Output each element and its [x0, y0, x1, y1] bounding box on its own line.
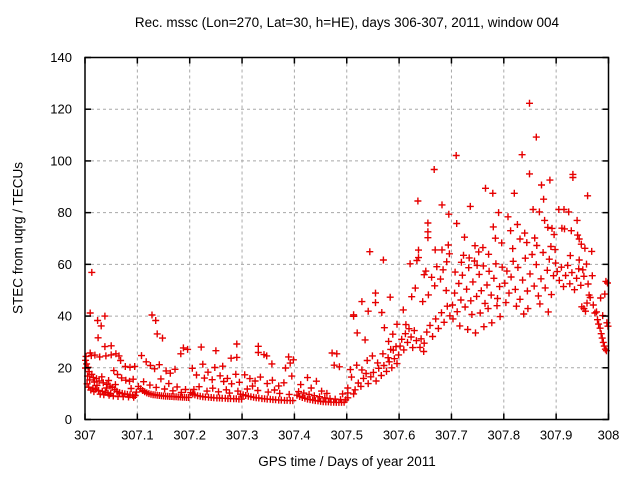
- y-tick-label: 20: [58, 360, 72, 375]
- x-axis-label: GPS time / Days of year 2011: [258, 454, 436, 469]
- data-points: [82, 99, 612, 406]
- x-tick-label: 307.8: [488, 428, 521, 443]
- x-tick-label: 307.1: [121, 428, 154, 443]
- y-tick-label: 140: [50, 50, 72, 65]
- y-tick-label: 100: [50, 153, 72, 168]
- x-tick-label: 307.3: [226, 428, 259, 443]
- x-tick-label: 307.7: [435, 428, 468, 443]
- y-tick-label: 120: [50, 102, 72, 117]
- chart-title: Rec. mssc (Lon=270, Lat=30, h=HE), days …: [134, 15, 560, 30]
- x-tick-label: 308: [598, 428, 620, 443]
- x-tick-label: 307.9: [540, 428, 573, 443]
- y-tick-label: 40: [58, 309, 72, 324]
- y-tick-label: 80: [58, 205, 72, 220]
- x-tick-label: 307.5: [330, 428, 363, 443]
- y-tick-label: 60: [58, 257, 72, 272]
- x-tick-label: 307.2: [173, 428, 206, 443]
- y-tick-label: 0: [65, 412, 72, 427]
- x-tick-label: 307.6: [383, 428, 416, 443]
- x-tick-label: 307: [74, 428, 96, 443]
- x-tick-label: 307.4: [278, 428, 311, 443]
